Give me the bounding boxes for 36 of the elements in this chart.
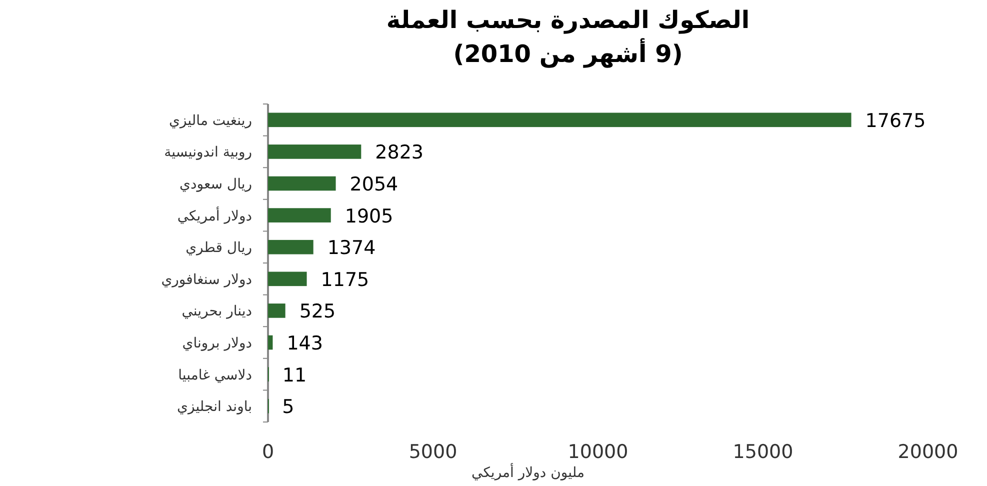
y-tick-label: ريال قطري — [186, 240, 252, 256]
bar — [268, 208, 331, 222]
y-tick-label: دولار أمريكي — [177, 206, 252, 224]
data-label: 1374 — [327, 237, 376, 260]
y-tick-label: رينغيت ماليزي — [169, 112, 252, 129]
bar — [268, 304, 286, 318]
data-label: 2054 — [350, 174, 398, 196]
data-label: 11 — [282, 364, 307, 386]
data-label: 525 — [299, 300, 336, 323]
y-tick-label: روبية اندونيسية — [164, 144, 252, 161]
data-label: 5 — [282, 396, 294, 418]
bar — [268, 144, 362, 159]
data-label: 1905 — [344, 205, 394, 228]
data-label: 1175 — [320, 268, 370, 291]
chart-subtitle: (9 أشهر من 2010) — [453, 38, 683, 68]
x-tick-label: 5000 — [408, 441, 458, 463]
x-tick-label: 15000 — [732, 441, 794, 463]
y-tick-label: دلاسي غامبيا — [178, 367, 252, 384]
bar — [268, 112, 852, 128]
y-tick-label: دولار بروناي — [182, 336, 252, 352]
y-tick-label: دينار بحريني — [182, 304, 252, 320]
y-tick-label: ريال سعودي — [180, 176, 252, 192]
data-label: 143 — [286, 332, 323, 354]
bar — [268, 176, 336, 191]
x-tick-label: 0 — [262, 441, 274, 463]
x-tick-label: 10000 — [568, 441, 628, 463]
data-label: 2823 — [375, 142, 424, 164]
x-tick-label: 20000 — [898, 441, 958, 463]
data-label: 17675 — [865, 110, 926, 132]
bar — [268, 272, 307, 286]
y-tick-label: دولار سنغافوري — [161, 272, 252, 288]
y-tick-label: باوند انجليزي — [177, 399, 252, 416]
bar — [268, 240, 314, 254]
bar — [268, 335, 273, 350]
chart-title: الصكوك المصدرة بحسب العملة — [386, 6, 750, 34]
x-axis-title: مليون دولار أمريكي — [472, 463, 584, 481]
